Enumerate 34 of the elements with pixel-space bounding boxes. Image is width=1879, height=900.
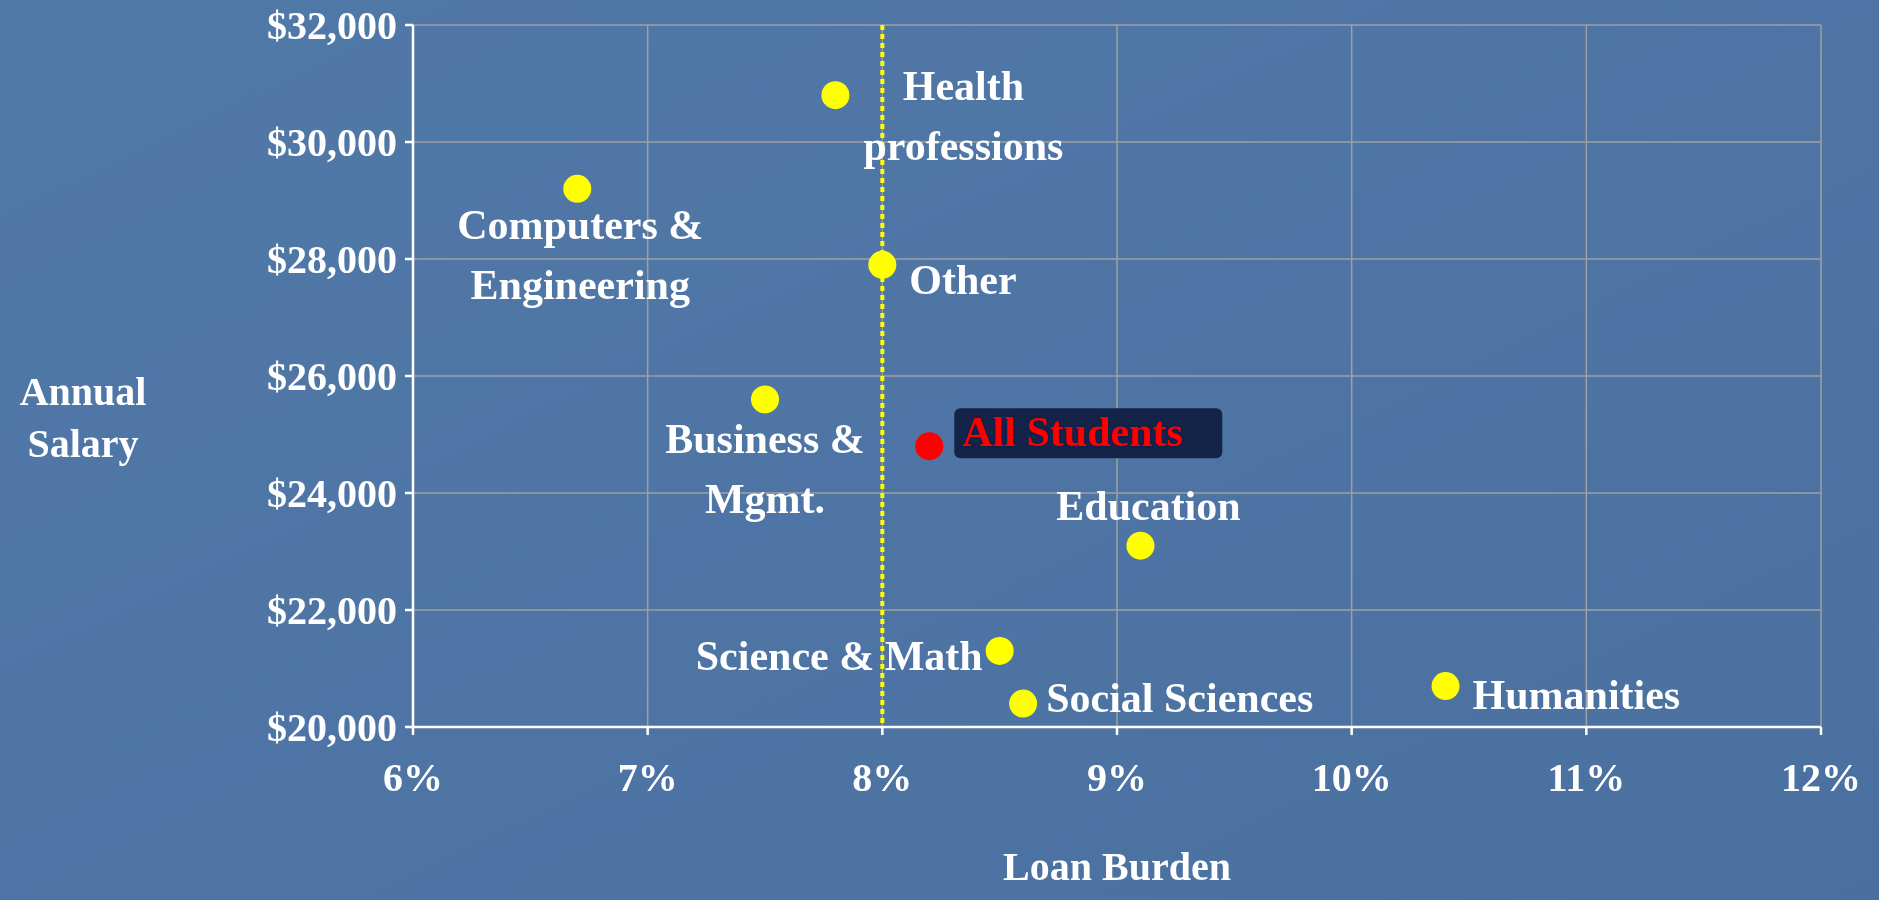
y-axis-title: Annual Salary: [19, 369, 147, 466]
point: [868, 250, 897, 279]
x-tick-label: 7%: [617, 755, 678, 800]
y-tick-label: $26,000: [267, 354, 397, 399]
x-tick-label: 11%: [1547, 755, 1626, 800]
point: [985, 636, 1014, 665]
y-tick-label: $32,000: [267, 3, 397, 48]
x-tick-label: 10%: [1311, 755, 1392, 800]
y-tick-label: $22,000: [267, 588, 397, 633]
x-axis-title: Loan Burden: [1003, 844, 1231, 889]
series-label: Other: [909, 256, 1017, 303]
y-tick-label: $30,000: [267, 120, 397, 165]
x-tick-label: 6%: [383, 755, 443, 800]
series-label: Health professions: [863, 63, 1064, 170]
point: [1126, 531, 1155, 560]
series-label: All Students: [962, 409, 1183, 456]
x-tick-label: 9%: [1087, 755, 1147, 800]
series-label: Social Sciences: [1046, 674, 1314, 721]
series-label: Science & Math: [695, 632, 983, 679]
series-label: Computers & Engineering: [457, 201, 704, 308]
point: [1431, 672, 1460, 701]
x-tick-label: 12%: [1781, 755, 1861, 800]
point: [1009, 689, 1038, 718]
y-tick-label: $20,000: [267, 705, 397, 750]
point: [563, 174, 592, 203]
point: [751, 385, 779, 414]
point: [821, 81, 850, 110]
x-tick-label: 8%: [852, 755, 913, 800]
series-label: Business & Mgmt.: [665, 416, 865, 523]
y-tick-label: $24,000: [267, 471, 397, 516]
series-label: Education: [1056, 482, 1241, 529]
point: [915, 432, 944, 461]
series-label: Humanities: [1472, 672, 1681, 719]
y-tick-label: $28,000: [267, 237, 397, 282]
